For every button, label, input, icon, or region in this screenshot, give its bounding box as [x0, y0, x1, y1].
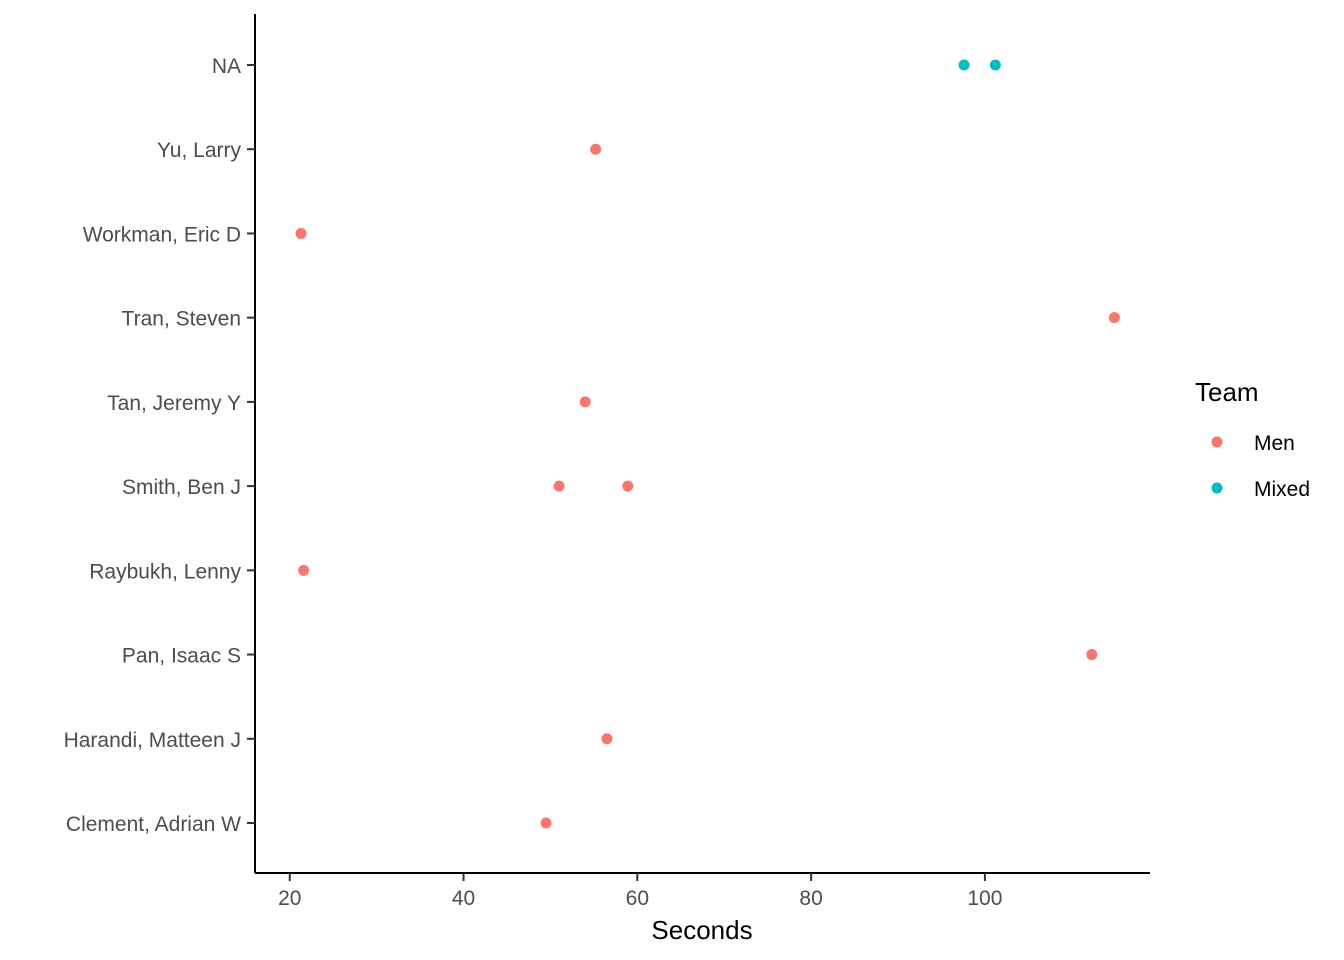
x-tick-label: 80: [799, 887, 822, 910]
data-points: [295, 59, 1120, 829]
legend-label-mixed: Mixed: [1254, 478, 1310, 501]
y-tick-label: Tan, Jeremy Y: [107, 392, 241, 415]
x-tick-label: 20: [278, 887, 301, 910]
y-tick-label: Harandi, Matteen J: [64, 729, 241, 752]
data-point-men: [553, 480, 565, 492]
y-tick-label: Clement, Adrian W: [66, 813, 241, 836]
legend-key-men: [1211, 436, 1223, 448]
data-point-men: [540, 817, 552, 829]
x-ticks: 20 40 60 80 100: [278, 873, 1002, 910]
legend: Team Men Mixed: [1195, 377, 1310, 501]
y-tick-label: Raybukh, Lenny: [89, 560, 241, 583]
data-point-mixed: [958, 59, 970, 71]
data-point-men: [590, 143, 602, 155]
data-point-mixed: [989, 59, 1001, 71]
y-tick-label: Smith, Ben J: [122, 476, 241, 499]
x-axis: 20 40 60 80 100 Seconds: [255, 872, 1150, 945]
data-point-men: [298, 564, 310, 576]
legend-items: Men Mixed: [1211, 432, 1310, 501]
data-point-men: [579, 396, 591, 408]
data-point-men: [1086, 649, 1098, 661]
y-tick-label: Workman, Eric D: [83, 223, 241, 246]
legend-title: Team: [1195, 377, 1259, 407]
legend-label-men: Men: [1254, 432, 1295, 455]
data-point-men: [1108, 312, 1120, 324]
y-tick-label: Pan, Isaac S: [122, 645, 241, 668]
data-point-men: [295, 227, 307, 239]
y-ticks: Clement, Adrian W Harandi, Matteen J Pan, …: [64, 55, 255, 836]
y-tick-label: Tran, Steven: [122, 308, 241, 331]
y-tick-label: Yu, Larry: [157, 139, 242, 162]
legend-key-mixed: [1211, 482, 1223, 494]
y-axis: Clement, Adrian W Harandi, Matteen J Pan, …: [64, 14, 256, 873]
x-tick-label: 60: [626, 887, 649, 910]
data-point-men: [601, 733, 613, 745]
y-tick-label: NA: [212, 55, 241, 78]
data-point-men: [622, 480, 634, 492]
x-axis-title: Seconds: [651, 915, 752, 945]
x-tick-label: 40: [452, 887, 475, 910]
x-tick-label: 100: [967, 887, 1002, 910]
